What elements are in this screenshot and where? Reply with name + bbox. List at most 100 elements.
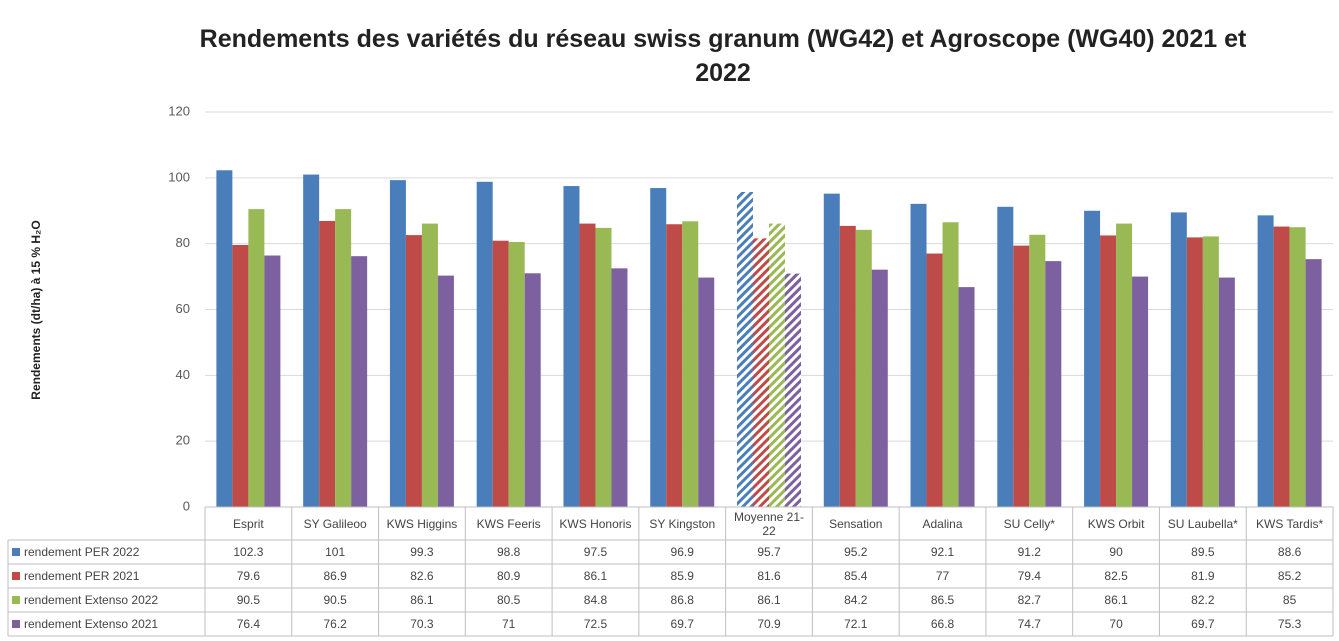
bar bbox=[563, 186, 580, 507]
table-value: 76.2 bbox=[323, 617, 347, 631]
table-value: 95.7 bbox=[757, 545, 781, 559]
y-tick-label: 100 bbox=[168, 169, 190, 184]
table-value: 72.1 bbox=[844, 617, 868, 631]
category-label: SU Laubella* bbox=[1167, 516, 1238, 531]
table-value: 96.9 bbox=[670, 545, 694, 559]
table-value: 81.9 bbox=[1191, 569, 1215, 583]
bar bbox=[611, 268, 628, 507]
bar bbox=[579, 223, 596, 507]
table-value: 82.6 bbox=[410, 569, 434, 583]
table-value: 86.5 bbox=[930, 593, 955, 607]
table-value: 86.9 bbox=[323, 569, 347, 583]
table-value: 69.7 bbox=[670, 617, 694, 631]
bar bbox=[1273, 226, 1290, 508]
category-label: KWS Honoris bbox=[559, 516, 632, 531]
table-value: 82.2 bbox=[1191, 593, 1215, 607]
bar bbox=[1218, 277, 1235, 507]
table-value: 89.5 bbox=[1191, 545, 1215, 559]
bar bbox=[910, 203, 927, 507]
table-value: 76.4 bbox=[236, 617, 261, 631]
bar bbox=[389, 180, 406, 507]
category-label: KWS Tardis* bbox=[1256, 516, 1324, 531]
table-value: 98.8 bbox=[497, 545, 521, 559]
bar bbox=[335, 209, 352, 507]
table-value: 79.4 bbox=[1017, 569, 1041, 583]
table-value: 92.1 bbox=[930, 545, 955, 559]
bar bbox=[232, 244, 249, 507]
bar bbox=[1257, 215, 1274, 507]
table-value: 70 bbox=[1109, 617, 1123, 631]
table-value: 71 bbox=[502, 617, 516, 631]
table-value: 101 bbox=[325, 545, 346, 559]
category-label: KWS Feeris bbox=[476, 516, 541, 531]
bar bbox=[1202, 236, 1219, 508]
table-value: 77 bbox=[935, 569, 950, 583]
category-label: SY Galileoo bbox=[303, 516, 367, 531]
table-value: 85.9 bbox=[670, 569, 694, 583]
bar bbox=[319, 220, 336, 507]
bar bbox=[1045, 261, 1062, 507]
table-value: 85.2 bbox=[1277, 569, 1302, 583]
legend-swatch bbox=[12, 572, 20, 580]
table-value: 86.1 bbox=[583, 569, 608, 583]
table-value: 90.5 bbox=[236, 593, 261, 607]
table-value: 75.3 bbox=[1277, 617, 1302, 631]
bar bbox=[492, 240, 509, 507]
legend-entry: rendement Extenso 2022 bbox=[8, 588, 205, 612]
legend-entry: rendement PER 2022 bbox=[8, 540, 205, 564]
bar bbox=[839, 225, 856, 507]
y-tick-label: 60 bbox=[176, 301, 190, 316]
table-value: 80.5 bbox=[497, 593, 521, 607]
table-value: 95.2 bbox=[844, 545, 868, 559]
bar bbox=[1132, 276, 1149, 507]
y-tick-label: 40 bbox=[176, 367, 190, 382]
legend-label: rendement Extenso 2022 bbox=[24, 593, 159, 607]
bar bbox=[508, 242, 525, 508]
table-value: 79.6 bbox=[236, 569, 261, 583]
category-label: Sensation bbox=[829, 516, 883, 531]
legend-swatch bbox=[12, 620, 20, 628]
table-value: 80.9 bbox=[497, 569, 521, 583]
chart-title: Rendements des variétés du réseau swiss … bbox=[199, 25, 1247, 87]
table-value: 81.6 bbox=[757, 569, 781, 583]
table-value: 74.7 bbox=[1017, 617, 1041, 631]
table-value: 70.3 bbox=[410, 617, 434, 631]
table-value: 85 bbox=[1282, 593, 1297, 607]
category-label: SY Kingston bbox=[649, 516, 716, 531]
bar bbox=[1170, 212, 1187, 508]
bar bbox=[437, 275, 454, 507]
bar bbox=[405, 235, 422, 507]
table-value: 85.4 bbox=[844, 569, 868, 583]
category-label: Adalina bbox=[922, 516, 963, 531]
table-value: 90.5 bbox=[323, 593, 347, 607]
y-tick-label: 80 bbox=[176, 235, 190, 250]
table-value: 91.2 bbox=[1017, 545, 1041, 559]
table-value: 97.5 bbox=[583, 545, 608, 559]
table-value: 84.2 bbox=[844, 593, 868, 607]
category-label: Esprit bbox=[233, 516, 264, 531]
table-value: 86.8 bbox=[670, 593, 694, 607]
bar bbox=[823, 193, 840, 507]
table-value: 90 bbox=[1109, 545, 1123, 559]
bar bbox=[737, 191, 753, 508]
y-tick-label: 120 bbox=[168, 103, 190, 118]
bar bbox=[303, 174, 320, 507]
bar bbox=[1084, 210, 1101, 507]
category-label: KWS Orbit bbox=[1087, 516, 1145, 531]
bar bbox=[650, 188, 667, 507]
y-tick-label: 20 bbox=[176, 433, 190, 448]
bar bbox=[926, 253, 943, 507]
bar bbox=[855, 229, 872, 507]
legend-label: rendement PER 2021 bbox=[24, 569, 140, 583]
bar bbox=[248, 209, 265, 507]
category-label: Moyenne 21-22 bbox=[733, 509, 805, 538]
table-value: 82.7 bbox=[1017, 593, 1041, 607]
y-axis-label: Rendements (dt/ha) à 15 % H₂O bbox=[29, 220, 43, 400]
table-value: 88.6 bbox=[1277, 545, 1302, 559]
bar bbox=[1029, 234, 1046, 507]
bar bbox=[1289, 227, 1306, 508]
table-value: 86.1 bbox=[757, 593, 781, 607]
category-label: KWS Higgins bbox=[386, 516, 458, 531]
bar bbox=[524, 273, 541, 507]
bar bbox=[421, 223, 438, 507]
